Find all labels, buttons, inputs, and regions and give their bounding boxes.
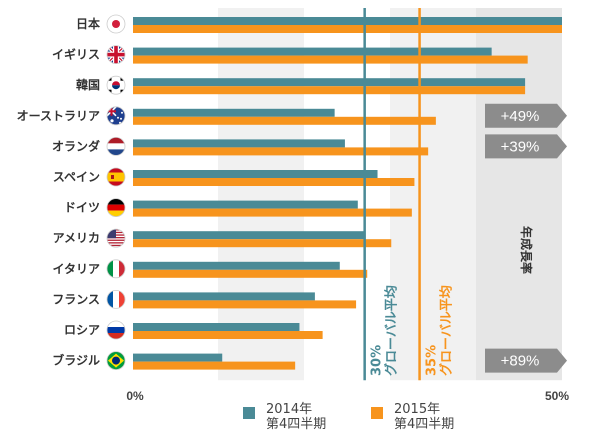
global-average-percent: 35% xyxy=(425,345,440,376)
growth-column-band xyxy=(476,8,562,381)
background-band xyxy=(218,8,304,381)
background-bands xyxy=(218,8,562,381)
korea-flag-icon xyxy=(106,75,126,95)
growth-callout-value: +39% xyxy=(501,138,540,155)
bar-2014 xyxy=(133,170,378,178)
background-band xyxy=(390,8,476,381)
bar-2015 xyxy=(133,116,436,125)
bar-2015 xyxy=(133,300,357,309)
australia-flag-icon xyxy=(106,106,126,126)
bar-2014 xyxy=(133,353,223,362)
country-label: 韓国 xyxy=(76,77,100,92)
bars xyxy=(133,17,562,370)
reference-lines: 30%グローバル平均 35%グローバル平均 xyxy=(363,8,455,381)
germany-flag-icon xyxy=(106,198,126,218)
growth-callout: +39% xyxy=(485,134,567,159)
country-label: イギリス xyxy=(52,47,100,62)
growth-callout-value: +49% xyxy=(501,108,540,125)
bar-2014 xyxy=(133,139,345,148)
bar-2014 xyxy=(133,47,492,56)
global-average-percent: 30% xyxy=(370,345,385,376)
brazil-flag-icon xyxy=(106,351,126,371)
legend-label: 第4四半期 xyxy=(266,417,326,432)
x-axis: 0% 50% xyxy=(126,389,569,403)
bar-2015 xyxy=(133,269,368,278)
country-label: イタリア xyxy=(52,262,100,276)
spain-flag-icon xyxy=(106,167,126,187)
global-average-label: 35%グローバル平均 xyxy=(425,285,455,376)
bar-2014 xyxy=(133,78,526,87)
bar-2015 xyxy=(133,55,528,64)
bar-2014 xyxy=(133,292,315,301)
bar-2014 xyxy=(133,231,365,240)
netherlands-flag-icon xyxy=(106,136,126,156)
category-labels: 日本イギリス韓国オーストラリアオランダスペインドイツアメリカイタリアフランスロシ… xyxy=(17,14,126,371)
bar-2014 xyxy=(133,200,358,209)
country-label: オランダ xyxy=(52,138,100,153)
country-label: 日本 xyxy=(76,16,100,31)
global-average-text: グローバル平均 xyxy=(384,285,400,376)
country-label: ブラジル xyxy=(52,353,100,368)
uk-flag-icon xyxy=(106,45,126,64)
france-flag-icon xyxy=(106,289,126,309)
bar-2014 xyxy=(133,323,300,331)
bar-2015 xyxy=(133,361,296,370)
growth-callout: +89% xyxy=(485,348,567,373)
country-label: ドイツ xyxy=(64,201,100,215)
bar-2014 xyxy=(133,17,562,25)
growth-rate-label: 年成長率 xyxy=(519,226,534,274)
x-tick-label: 0% xyxy=(126,389,144,403)
growth-callout: +49% xyxy=(485,103,567,128)
growth-callout-value: +89% xyxy=(501,353,540,370)
legend-label: 2015年 xyxy=(394,402,440,417)
italy-flag-icon xyxy=(106,259,126,279)
growth-callout-arrow xyxy=(485,103,567,128)
x-tick-label: 50% xyxy=(545,389,569,403)
legend-label: 第4四半期 xyxy=(394,417,454,432)
legend-label: 2014年 xyxy=(266,402,312,417)
global-average-label: 30%グローバル平均 xyxy=(370,285,400,376)
country-label: オーストラリア xyxy=(17,109,100,123)
usa-flag-icon xyxy=(106,228,126,248)
bar-2015 xyxy=(133,147,429,156)
country-label: アメリカ xyxy=(53,231,100,245)
growth-callout-arrow xyxy=(485,348,567,373)
bar-2015 xyxy=(133,178,415,186)
bar-2015 xyxy=(133,25,562,33)
japan-flag-icon xyxy=(106,14,126,34)
bar-2015 xyxy=(133,331,323,339)
bar-2015 xyxy=(133,86,526,95)
country-label: フランス xyxy=(52,292,100,306)
legend-swatch xyxy=(371,407,383,419)
growth-callout-arrow xyxy=(485,134,567,159)
global-average-text: グローバル平均 xyxy=(439,285,455,376)
bar-2015 xyxy=(133,208,412,217)
bar-2015 xyxy=(133,239,392,248)
russia-flag-icon xyxy=(106,320,126,340)
growth-callouts: 年成長率 +49% +39% +89% xyxy=(485,103,567,373)
country-label: スペイン xyxy=(53,170,100,184)
legend-swatch xyxy=(243,407,255,419)
bar-2014 xyxy=(133,261,340,270)
bar-2014 xyxy=(133,108,335,117)
country-label: ロシア xyxy=(64,323,100,337)
